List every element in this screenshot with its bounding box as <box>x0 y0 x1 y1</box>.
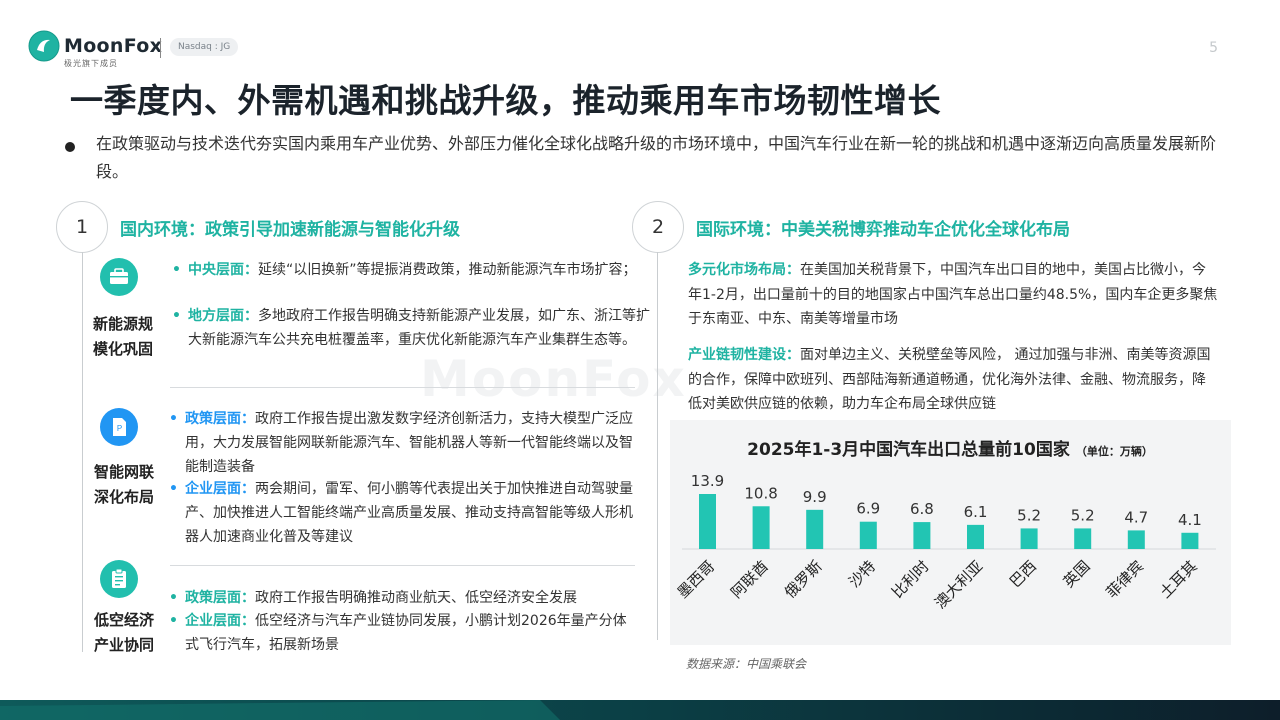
bullet-head: 企业层面： <box>185 613 255 629</box>
section2-paragraph1: 多元化市场布局：在美国加关税背景下，中国汽车出口目的地中，美国占比微小，今年1-… <box>688 258 1218 332</box>
block-divider <box>170 387 635 388</box>
bullet-head: 企业层面： <box>185 481 255 497</box>
bar-value-label: 9.9 <box>803 488 827 506</box>
section2-vertical-line <box>657 252 658 640</box>
block3-label: 低空经济产业协同 <box>93 611 154 654</box>
document-icon: P <box>100 408 138 446</box>
block2-bullet2: • 企业层面：两会期间，雷军、何小鹏等代表提出关于加快推进自动驾驶量产、加快推进人… <box>169 481 633 545</box>
bar-1 <box>752 506 770 549</box>
category-label: 英国 <box>1060 557 1094 591</box>
section1-title: 国内环境：政策引导加速新能源与智能化升级 <box>120 220 460 240</box>
block1-label: 新能源规模化巩固 <box>92 315 153 358</box>
bar-chart: 2025年1-3月中国汽车出口总量前10国家 （单位：万辆） 13.9 墨西哥 10.… <box>674 439 1216 612</box>
bullet-head: 政策层面： <box>185 590 255 606</box>
bullet-head: 政策层面： <box>185 411 255 427</box>
chart-unit-note: （单位：万辆） <box>1076 444 1153 458</box>
paragraph-head: 产业链韧性建设： <box>688 347 800 363</box>
svg-text:P: P <box>117 424 122 433</box>
bar-5 <box>967 524 984 549</box>
paragraph-text: 面对单边主义、关税壁垒等风险， 通过加强与非洲、南美等资源国的合作，保障中欧班列… <box>688 347 1211 412</box>
paragraph-text: 在美国加关税背景下，中国汽车出口目的地中，美国占比微小，今年1-2月，出口量前十… <box>688 262 1218 327</box>
category-label: 俄罗斯 <box>781 557 826 602</box>
bullet-head: 地方层面： <box>188 308 258 324</box>
briefcase-icon <box>100 258 138 296</box>
category-label: 澳大利亚 <box>931 557 986 612</box>
category-label: 沙特 <box>845 557 879 591</box>
watermark: MoonFox <box>420 350 687 408</box>
bar-value-label: 5.2 <box>1017 506 1041 524</box>
block1-bullet1: • 中央层面：延续“以旧换新”等提振消费政策，推动新能源汽车市场扩容； <box>172 262 637 278</box>
block2-label: 智能网联深化布局 <box>93 463 154 506</box>
page-title: 一季度内、外需机遇和挑战升级，推动乘用车市场韧性增长 <box>70 81 941 120</box>
brand-name: MoonFox <box>64 35 163 57</box>
bar-value-label: 4.1 <box>1178 511 1202 529</box>
bar-value-label: 6.8 <box>910 500 934 518</box>
section2-title: 国际环境：中美关税博弈推动车企优化全球化布局 <box>696 220 1070 240</box>
bar-0 <box>699 494 716 549</box>
block2-bullet1: • 政策层面：政府工作报告提出激发数字经济创新活力，支持大模型广泛应用，大力发展智… <box>169 411 633 475</box>
chart-title-main: 2025年1-3月中国汽车出口总量前10国家 <box>747 439 1070 460</box>
bar-7 <box>1074 528 1092 549</box>
category-label: 土耳其 <box>1156 557 1201 602</box>
bar-2 <box>806 509 824 549</box>
brand-separator <box>160 38 161 58</box>
block3-bullet2: • 企业层面：低空经济与汽车产业链协同发展，小鹏计划2026年量产分体式飞行汽车，… <box>169 613 627 653</box>
intro-text: 在政策驱动与技术迭代夯实国内乘用车产业优势、外部压力催化全球化战略升级的市场环境… <box>96 134 1217 181</box>
bar-9 <box>1181 532 1199 549</box>
footer-bar <box>0 700 1280 720</box>
bar-value-label: 6.1 <box>964 503 988 521</box>
bullet-text: 低空经济与汽车产业链协同发展，小鹏计划2026年量产分体式飞行汽车，拓展新场景 <box>185 613 627 653</box>
chart-title: 2025年1-3月中国汽车出口总量前10国家 （单位：万辆） <box>747 439 1153 460</box>
exchange-badge: Nasdaq : JG <box>170 38 239 56</box>
data-source: 数据来源：中国乘联会 <box>686 657 807 671</box>
block-divider <box>170 565 635 566</box>
category-label: 菲律宾 <box>1103 557 1148 602</box>
section2-number: 2 <box>632 201 684 253</box>
block1-bullet2: • 地方层面：多地政府工作报告明确支持新能源产业发展，如广东、浙江等扩大新能源汽车… <box>172 308 650 348</box>
bullet-text: 延续“以旧换新”等提振消费政策，推动新能源汽车市场扩容； <box>258 262 637 278</box>
category-label: 墨西哥 <box>674 557 719 602</box>
bar-8 <box>1127 530 1145 549</box>
bar-4 <box>913 522 931 549</box>
bar-value-label: 4.7 <box>1124 508 1148 526</box>
bullet-text: 政府工作报告明确推动商业航天、低空经济安全发展 <box>255 590 577 606</box>
paragraph-head: 多元化市场布局： <box>688 262 800 278</box>
block3-bullet1: • 政策层面：政府工作报告明确推动商业航天、低空经济安全发展 <box>169 590 577 606</box>
category-label: 阿联酋 <box>727 557 772 602</box>
intro-bullet-dot <box>65 142 75 152</box>
bar-3 <box>859 521 877 549</box>
bar-6 <box>1020 528 1038 549</box>
section1-number: 1 <box>56 201 108 253</box>
category-label: 巴西 <box>1006 557 1040 591</box>
bullet-head: 中央层面： <box>188 262 258 278</box>
moonfox-logo-icon <box>28 30 60 62</box>
bullet-text: 多地政府工作报告明确支持新能源产业发展，如广东、浙江等扩大新能源汽车公共充电桩覆… <box>188 308 650 348</box>
bullet-text: 政府工作报告提出激发数字经济创新活力，支持大模型广泛应用，大力发展智能网联新能源… <box>185 411 633 475</box>
bar-value-label: 5.2 <box>1071 506 1095 524</box>
bar-value-label: 13.9 <box>691 472 724 490</box>
category-label: 比利时 <box>888 557 933 602</box>
section1-vertical-line <box>82 252 83 652</box>
bar-value-label: 6.9 <box>856 500 880 518</box>
bullet-text: 两会期间，雷军、何小鹏等代表提出关于加快推进自动驾驶量产、加快推进人工智能终端产… <box>185 481 633 545</box>
clipboard-icon <box>100 560 138 598</box>
bar-value-label: 10.8 <box>744 484 777 502</box>
page-number: 5 <box>1209 40 1218 56</box>
brand-subtitle: 极光旗下成员 <box>64 59 118 68</box>
section2-paragraph2: 产业链韧性建设：面对单边主义、关税壁垒等风险， 通过加强与非洲、南美等资源国的合… <box>688 343 1218 417</box>
